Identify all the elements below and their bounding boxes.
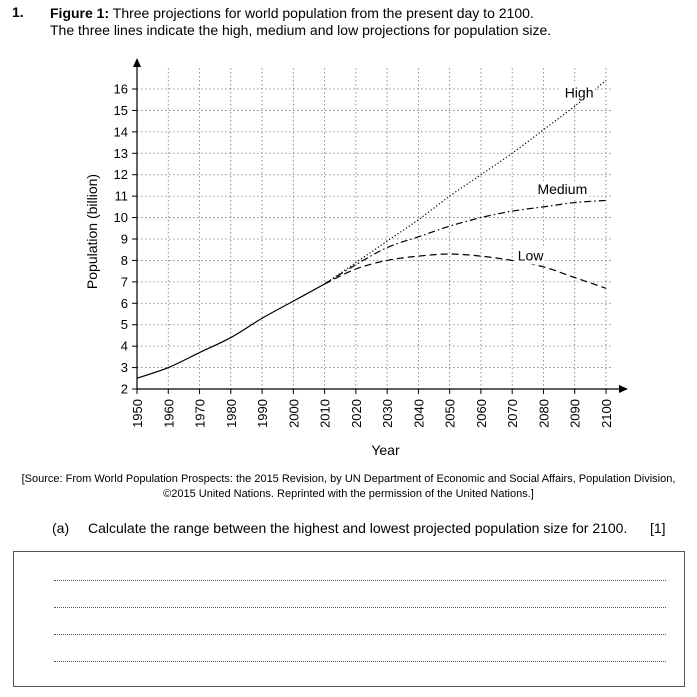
x-tick-label: 1980 bbox=[224, 399, 239, 428]
answer-box[interactable] bbox=[13, 551, 685, 687]
x-axis-title: Year bbox=[371, 442, 400, 458]
population-projection-chart: 2 3 4 5 6 7 8 9 10 11 12 13 14 15 16 1950 1960 1970 1980 19… bbox=[84, 58, 628, 458]
y-tick-label: 2 bbox=[121, 382, 128, 397]
x-tick-label: 1960 bbox=[161, 399, 176, 428]
y-axis-arrow bbox=[133, 58, 141, 67]
x-tick-label: 2090 bbox=[568, 399, 583, 428]
y-tick-label: 14 bbox=[114, 124, 128, 139]
series-label-low: Low bbox=[518, 247, 545, 263]
x-tick-label: 1950 bbox=[130, 399, 145, 428]
x-tick-label: 2070 bbox=[505, 399, 520, 428]
figure-label: Figure 1: bbox=[50, 5, 110, 21]
y-tick-label: 8 bbox=[121, 253, 128, 268]
series-line-medium bbox=[324, 199, 607, 285]
y-tick-label: 15 bbox=[114, 103, 128, 118]
figure-title: Figure 1: Three projections for world po… bbox=[50, 4, 534, 22]
x-axis-arrow bbox=[619, 385, 628, 393]
answer-line[interactable] bbox=[54, 607, 666, 608]
y-tick-label: 7 bbox=[121, 274, 128, 289]
x-tick-label: 2000 bbox=[286, 399, 301, 428]
x-tick-label: 2010 bbox=[318, 399, 333, 428]
x-tick-label: 2040 bbox=[411, 399, 426, 428]
series-label-medium: Medium bbox=[537, 181, 587, 197]
series-label-bg bbox=[558, 84, 596, 102]
x-tick-label: 2100 bbox=[599, 399, 614, 428]
y-tick-label: 16 bbox=[114, 82, 128, 97]
question-part-label: (a) bbox=[52, 520, 70, 536]
marks-label: [1] bbox=[650, 520, 666, 536]
series-label-bg bbox=[536, 181, 590, 198]
y-tick-label: 12 bbox=[114, 167, 128, 182]
figure-title-text: Three projections for world population f… bbox=[112, 5, 534, 21]
y-tick-label: 4 bbox=[121, 339, 128, 354]
y-tick-label: 3 bbox=[121, 360, 128, 375]
y-tick-label: 9 bbox=[121, 232, 128, 247]
y-tick-label: 5 bbox=[121, 317, 128, 332]
x-tick-label: 2050 bbox=[443, 399, 458, 428]
x-tick-label: 2020 bbox=[349, 399, 364, 428]
answer-line[interactable] bbox=[54, 580, 666, 581]
question-number: 1. bbox=[12, 4, 24, 20]
x-tick-label: 2030 bbox=[380, 399, 395, 428]
series-line-low bbox=[324, 253, 607, 289]
series-label-high: High bbox=[565, 85, 594, 101]
x-tick-label: 1970 bbox=[193, 399, 208, 428]
source-citation: [Source: From World Population Prospects… bbox=[21, 473, 676, 500]
y-tick-label: 6 bbox=[121, 296, 128, 311]
x-tick-label: 2060 bbox=[474, 399, 489, 428]
y-tick-label: 13 bbox=[114, 146, 128, 161]
answer-line[interactable] bbox=[54, 661, 666, 662]
answer-line[interactable] bbox=[54, 634, 666, 635]
y-tick-label: 10 bbox=[114, 210, 128, 225]
x-tick-label: 2080 bbox=[536, 399, 551, 428]
series-label-bg bbox=[516, 247, 546, 265]
y-axis-title: Population (billion) bbox=[84, 174, 100, 289]
question-part-text: Calculate the range between the highest … bbox=[88, 520, 628, 536]
figure-subtitle: The three lines indicate the high, mediu… bbox=[50, 22, 552, 38]
x-tick-label: 1990 bbox=[255, 399, 270, 428]
y-tick-label: 11 bbox=[115, 189, 129, 204]
historical-population-line bbox=[136, 283, 325, 379]
